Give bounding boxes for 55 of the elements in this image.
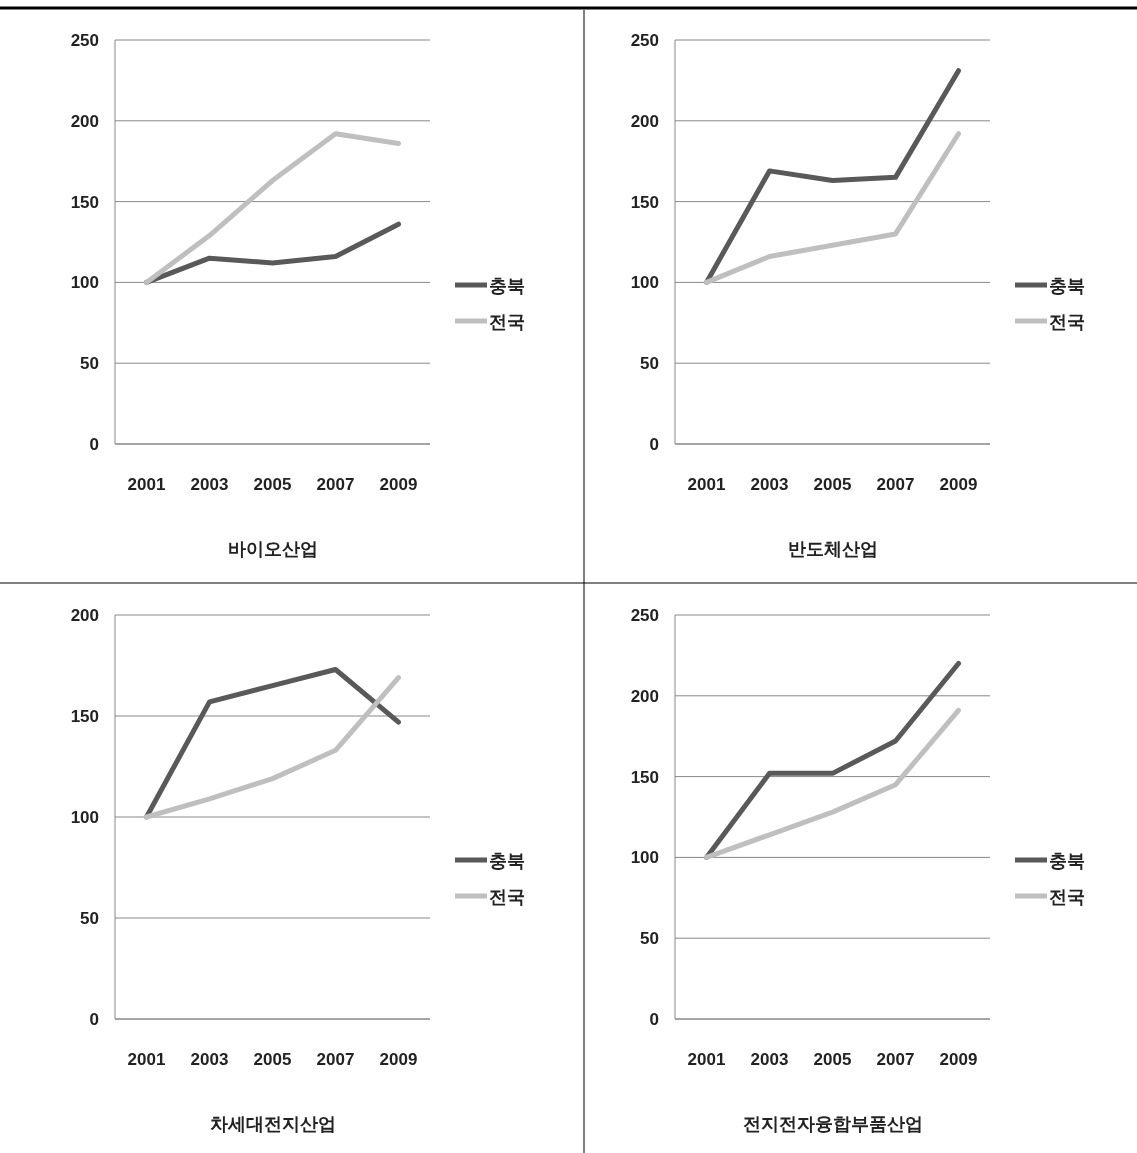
x-axis-title: 바이오산업: [227, 539, 318, 559]
x-tick-label: 2009: [939, 475, 978, 494]
y-tick-label: 250: [630, 606, 659, 625]
y-tick-label: 100: [630, 848, 659, 868]
x-tick-label: 2003: [190, 1050, 229, 1069]
x-tick-label: 2007: [876, 1050, 915, 1069]
legend-label: 충북: [489, 851, 525, 871]
x-tick-label: 2005: [253, 475, 292, 494]
legend-label: 전국: [1049, 312, 1085, 332]
legend-label: 전국: [1049, 887, 1085, 907]
x-axis-title: 반도체산업: [787, 539, 878, 559]
y-tick-label: 250: [70, 31, 99, 50]
y-tick-label: 200: [70, 111, 99, 131]
y-tick-label: 250: [630, 31, 659, 50]
y-tick-label: 100: [70, 808, 99, 827]
x-tick-label: 2003: [190, 475, 229, 494]
x-axis-title: 전지전자융합부품산업: [742, 1114, 923, 1134]
y-tick-label: 100: [70, 273, 99, 293]
x-tick-label: 2005: [813, 1050, 852, 1069]
x-tick-label: 2007: [316, 1050, 355, 1069]
y-tick-label: 50: [640, 354, 659, 374]
y-tick-label: 0: [89, 435, 99, 454]
y-tick-label: 0: [649, 435, 659, 454]
x-tick-label: 2001: [127, 1050, 166, 1069]
x-tick-label: 2009: [379, 475, 418, 494]
x-tick-label: 2003: [750, 1050, 789, 1069]
legend-label: 전국: [489, 312, 525, 332]
y-tick-label: 0: [649, 1010, 659, 1029]
x-tick-label: 2001: [127, 475, 166, 494]
y-tick-label: 50: [80, 354, 99, 374]
y-tick-label: 50: [640, 929, 659, 949]
y-tick-label: 200: [630, 111, 659, 131]
legend-label: 충북: [1049, 276, 1085, 296]
x-tick-label: 2007: [316, 475, 355, 494]
x-tick-label: 2009: [939, 1050, 978, 1069]
y-tick-label: 150: [630, 192, 659, 212]
x-tick-label: 2001: [687, 475, 726, 494]
x-tick-label: 2009: [379, 1050, 418, 1069]
legend-label: 전국: [489, 887, 525, 907]
y-tick-label: 100: [630, 273, 659, 293]
y-tick-label: 150: [630, 767, 659, 787]
legend-label: 충북: [1049, 851, 1085, 871]
x-axis-title: 차세대전지산업: [209, 1114, 336, 1134]
y-tick-label: 200: [630, 686, 659, 706]
x-tick-label: 2001: [687, 1050, 726, 1069]
x-tick-label: 2003: [750, 475, 789, 494]
y-tick-label: 150: [70, 707, 99, 726]
x-tick-label: 2005: [813, 475, 852, 494]
y-tick-label: 0: [89, 1010, 99, 1029]
y-tick-label: 200: [70, 606, 99, 625]
x-tick-label: 2005: [253, 1050, 292, 1069]
legend-label: 충북: [489, 276, 525, 296]
y-tick-label: 50: [80, 909, 99, 928]
x-tick-label: 2007: [876, 475, 915, 494]
y-tick-label: 150: [70, 192, 99, 212]
